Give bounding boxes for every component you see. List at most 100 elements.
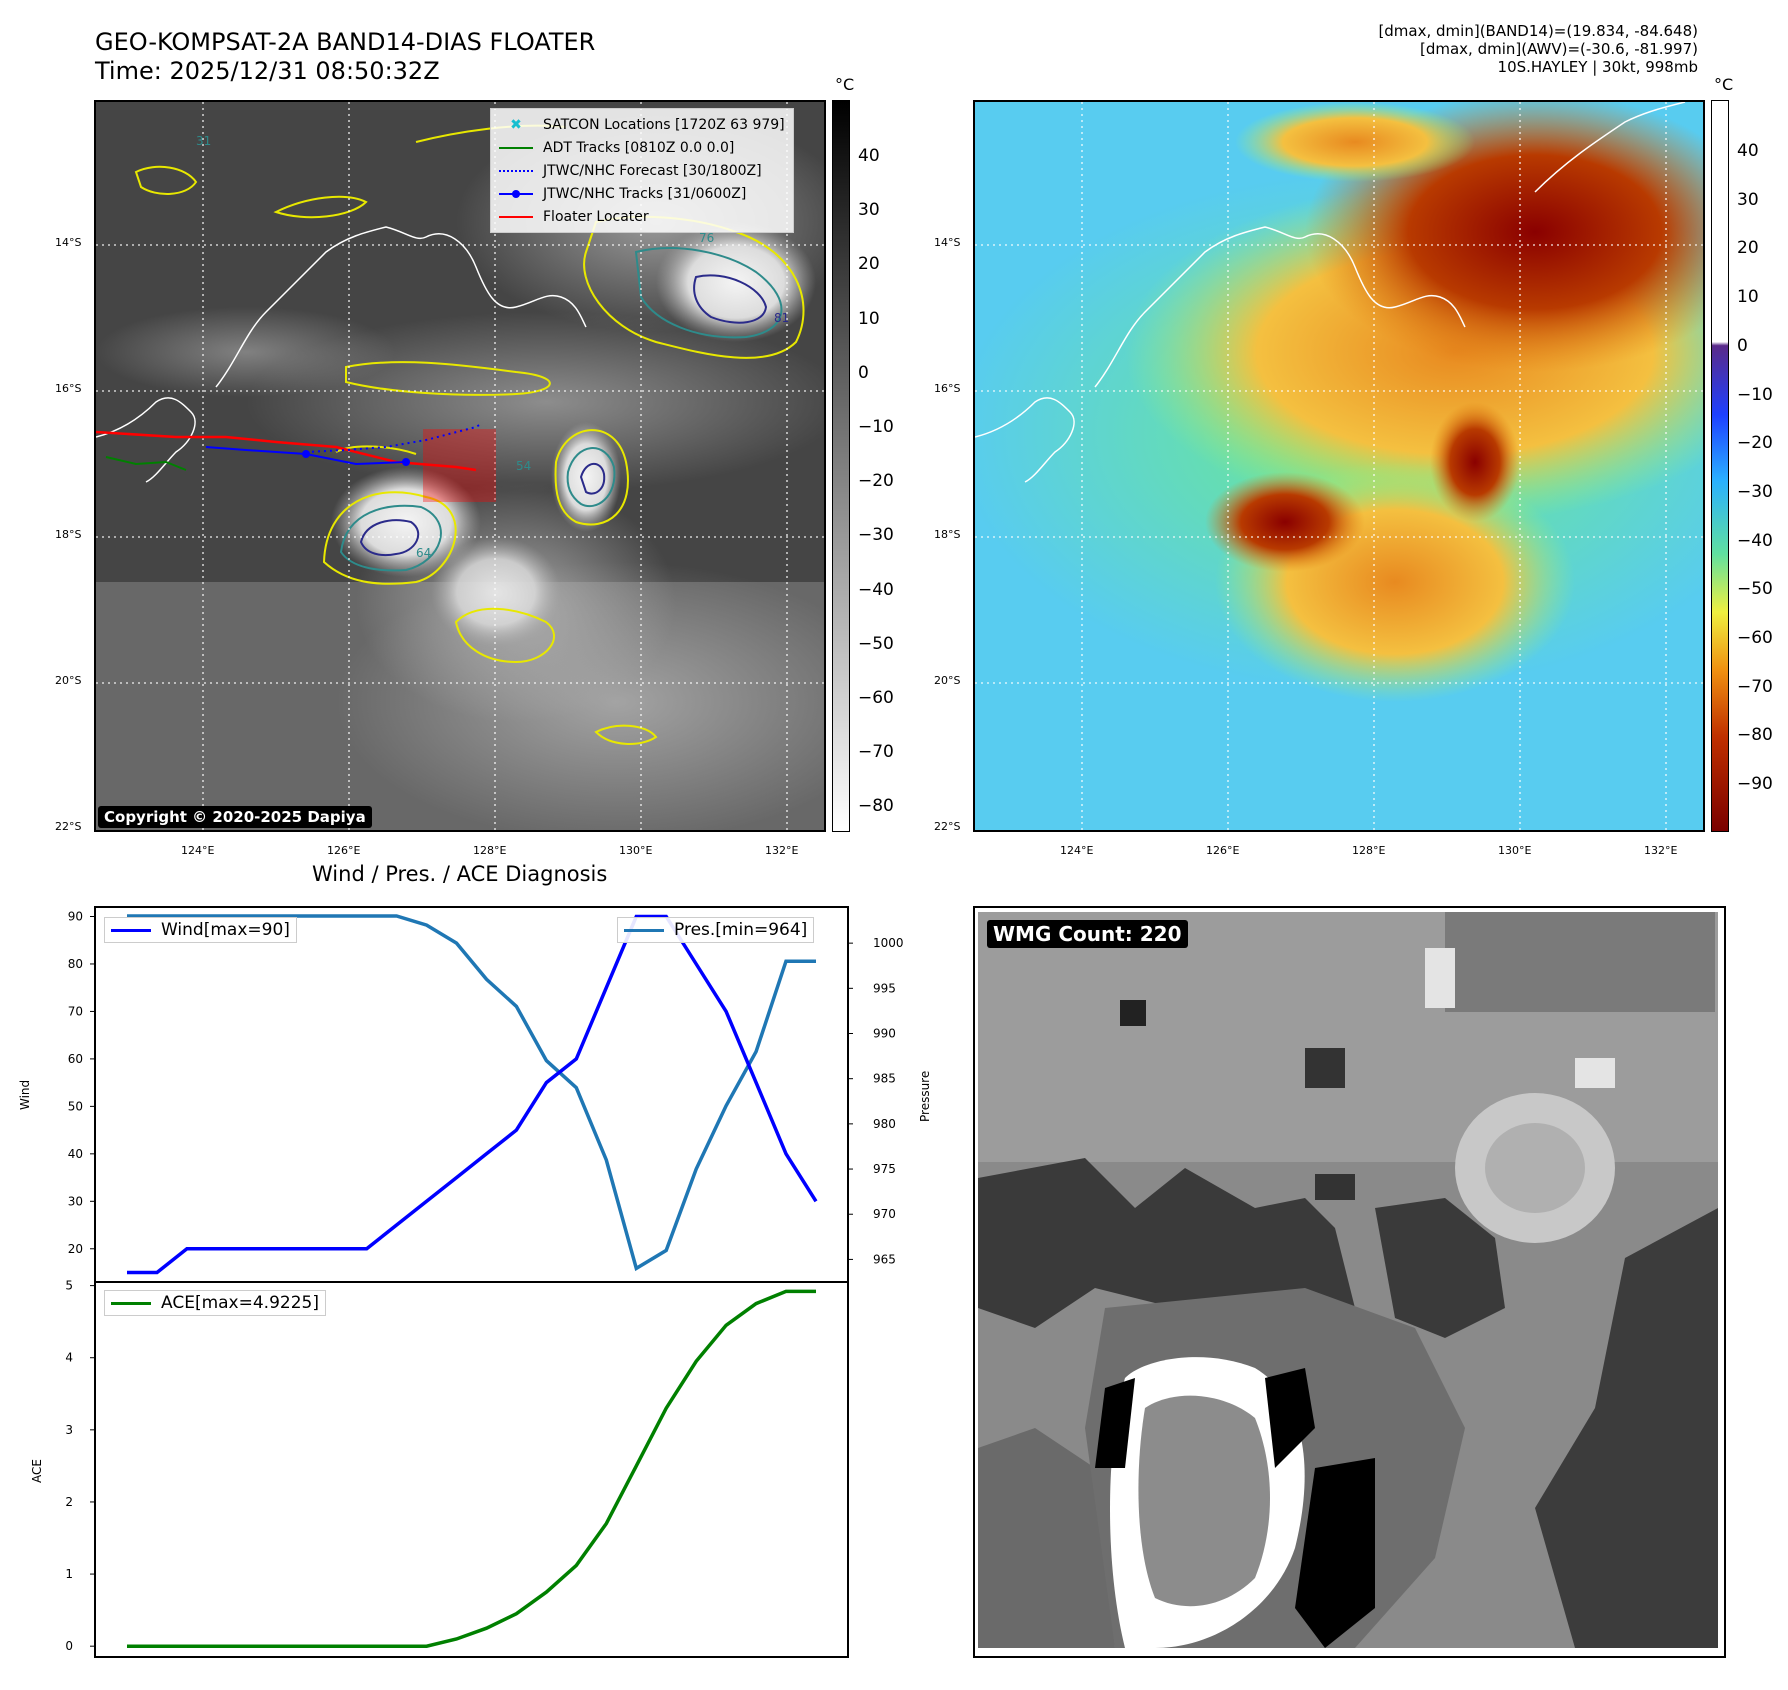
lon-tick-label: 126°E — [1206, 844, 1240, 857]
wind-tick-label: 40 — [68, 1147, 83, 1161]
line-swatch-icon — [111, 1301, 151, 1305]
lat-tick-label: 16°S — [934, 382, 961, 395]
ace-series-line — [127, 1289, 816, 1648]
color-colorbar — [1711, 100, 1729, 832]
ace-tick-label: 3 — [65, 1423, 73, 1437]
ace-axis-label: ACE — [30, 1459, 44, 1483]
lat-tick-label: 18°S — [934, 528, 961, 541]
dotted-line-icon — [499, 169, 533, 172]
pressure-tick-label: 1000 — [873, 936, 904, 950]
ace-axes-frame — [94, 1281, 849, 1658]
colorbar-tick-label: −40 — [1737, 530, 1773, 551]
colorbar-tick-label: 30 — [1737, 189, 1759, 210]
wind-tick-label: 90 — [68, 909, 83, 923]
lon-tick-label: 130°E — [619, 844, 653, 857]
wind-tick-label: 60 — [68, 1052, 83, 1066]
contour-label: 81 — [774, 311, 789, 325]
lon-tick-label: 130°E — [1498, 844, 1532, 857]
x-marker-icon: ✖ — [510, 116, 522, 133]
color-map-image — [975, 102, 1703, 830]
colorbar-tick-label: −60 — [1737, 628, 1773, 648]
line-dot-icon — [499, 189, 533, 198]
chart-title: GEO-KOMPSAT-2A BAND14-DIAS FLOATER — [95, 28, 596, 56]
wind-tick-label: 30 — [68, 1194, 83, 1208]
wind-tick-label: 20 — [68, 1242, 83, 1256]
color-colorbar-unit: °C — [1714, 75, 1734, 94]
colorbar-tick-label: −20 — [1737, 433, 1773, 454]
pressure-tick-label: 970 — [873, 1207, 896, 1221]
wind-series-line — [127, 914, 818, 1275]
legend-item-satcon: ✖ SATCON Locations [1720Z 63 979] — [499, 113, 785, 136]
lon-tick-label: 124°E — [181, 844, 215, 857]
colorbar-tick-label: −60 — [858, 688, 894, 708]
colorbar-tick-label: 40 — [858, 146, 880, 166]
colorbar-tick-label: 0 — [858, 362, 869, 383]
legend-item-tracks: JTWC/NHC Tracks [31/0600Z] — [499, 182, 785, 205]
color-map-panel — [973, 100, 1705, 832]
wind-tick-label: 80 — [68, 957, 83, 971]
adt-track — [105, 456, 187, 471]
pressure-tick-label: 975 — [873, 1162, 896, 1176]
colorbar-tick-label: −80 — [1737, 725, 1773, 746]
pressure-tick-label: 985 — [873, 1072, 896, 1086]
colorbar-tick-label: −10 — [1737, 384, 1773, 405]
pressure-axis-label: Pressure — [918, 1070, 932, 1122]
ace-tick-label: 0 — [65, 1639, 73, 1653]
ace-tick-label: 2 — [65, 1495, 73, 1509]
ace-tick-label: 1 — [65, 1567, 73, 1581]
info-block: [dmax, dmin](BAND14)=(19.834, -84.648) [… — [1378, 22, 1698, 76]
diag-chart: 2030405060708090965970975980985990995100… — [65, 906, 904, 1658]
pressure-tick-label: 965 — [873, 1252, 896, 1266]
pressure-tick-label: 990 — [873, 1027, 896, 1041]
ir-colorbar — [832, 100, 850, 832]
colorbar-tick-label: 0 — [1737, 335, 1748, 356]
line-swatch-icon — [624, 928, 664, 932]
colorbar-tick-label: 20 — [858, 254, 880, 275]
colorbar-tick-label: −50 — [858, 633, 894, 654]
wmg-image — [978, 912, 1718, 1648]
diag-title: Wind / Pres. / ACE Diagnosis — [312, 862, 608, 886]
legend-item-adt: ADT Tracks [0810Z 0.0 0.0] — [499, 136, 785, 159]
colorbar-tick-label: −50 — [1737, 579, 1773, 600]
colorbar-tick-label: −20 — [858, 471, 894, 492]
pressure-tick-label: 980 — [873, 1117, 896, 1131]
info-line-band14: [dmax, dmin](BAND14)=(19.834, -84.648) — [1378, 22, 1698, 40]
copyright-badge: Copyright © 2020-2025 Dapiya — [98, 806, 372, 828]
contour-label: 54 — [516, 459, 531, 473]
wmg-count-badge: WMG Count: 220 — [987, 920, 1188, 948]
floater-track — [96, 430, 477, 472]
lon-tick-label: 128°E — [473, 844, 507, 857]
lon-tick-label: 132°E — [1644, 844, 1678, 857]
lat-tick-label: 14°S — [55, 236, 82, 249]
lat-tick-label: 20°S — [55, 674, 82, 687]
lon-tick-label: 132°E — [765, 844, 799, 857]
lat-tick-label: 16°S — [55, 382, 82, 395]
pressure-series-line — [127, 914, 816, 1272]
lon-tick-label: 124°E — [1060, 844, 1094, 857]
lat-tick-label: 22°S — [934, 820, 961, 833]
wind-tick-label: 50 — [68, 1099, 83, 1113]
ace-tick-label: 5 — [65, 1279, 73, 1293]
contour-label: 64 — [416, 546, 431, 560]
wind-axis-label: Wind — [18, 1079, 32, 1110]
lon-tick-label: 126°E — [327, 844, 361, 857]
chart-time: Time: 2025/12/31 08:50:32Z — [95, 57, 440, 85]
colorbar-tick-label: 10 — [858, 308, 880, 329]
colorbar-tick-label: 20 — [1737, 238, 1759, 259]
ir-legend: ✖ SATCON Locations [1720Z 63 979] ADT Tr… — [490, 108, 794, 233]
colorbar-tick-label: −70 — [858, 742, 894, 763]
lat-tick-label: 14°S — [934, 236, 961, 249]
contour-label: 31 — [196, 134, 211, 148]
pres-legend: Pres.[min=964] — [617, 917, 815, 943]
ace-tick-label: 4 — [65, 1351, 73, 1365]
wind-tick-label: 70 — [68, 1004, 83, 1018]
colorbar-tick-label: −90 — [1737, 774, 1773, 795]
legend-item-forecast: JTWC/NHC Forecast [30/1800Z] — [499, 159, 785, 182]
colorbar-tick-label: −30 — [858, 525, 894, 546]
lat-tick-label: 20°S — [934, 674, 961, 687]
wind-legend: Wind[max=90] — [104, 917, 297, 943]
ir-colorbar-unit: °C — [835, 75, 855, 94]
lat-tick-label: 22°S — [55, 820, 82, 833]
ir-map-panel: 31 76 81 54 64 ✖ SATCON Locations [1720Z… — [94, 100, 826, 832]
pressure-tick-label: 995 — [873, 981, 896, 995]
